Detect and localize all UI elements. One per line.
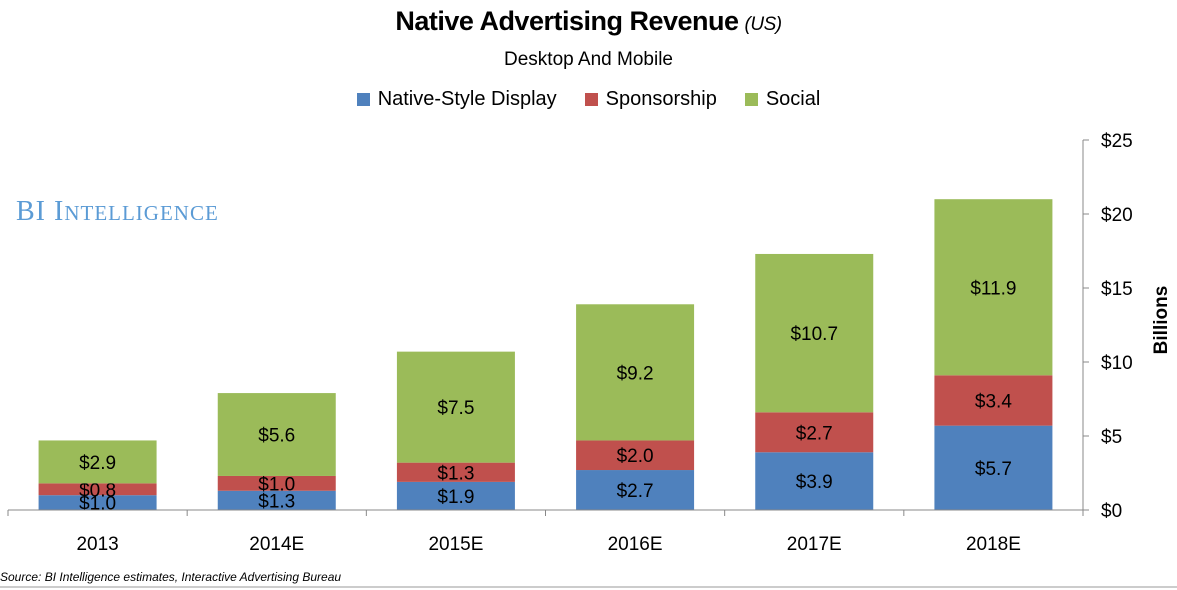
- x-tick-label-2014e: 2014E: [249, 534, 304, 555]
- data-label-social-2018e: $11.9: [970, 278, 1016, 299]
- data-label-native-style-display-2016e: $2.7: [617, 481, 654, 502]
- data-label-sponsorship-2018e: $3.4: [975, 391, 1012, 412]
- x-tick-label-2013: 2013: [76, 534, 118, 555]
- y-tick-label-10: $10: [1101, 353, 1133, 374]
- legend-item-social: Social: [744, 88, 821, 111]
- legend-item-native-style-display: Native-Style Display: [356, 88, 557, 111]
- legend-swatch-native-style-display: [356, 93, 370, 106]
- bar-social-2015e: [396, 351, 515, 463]
- bar-sponsorship-2016e: [576, 440, 695, 471]
- y-tick-label-25: $25: [1101, 131, 1133, 152]
- data-label-sponsorship-2015e: $1.3: [437, 463, 474, 484]
- legend-swatch-social: [744, 93, 758, 106]
- bar-sponsorship-2014e: [217, 475, 336, 491]
- x-tick-label-2015e: 2015E: [428, 534, 483, 555]
- bar-native-style-display-2013: [38, 495, 157, 510]
- bar-sponsorship-2013: [38, 483, 157, 496]
- data-label-native-style-display-2013: $1.0: [79, 494, 116, 515]
- bar-social-2013: [38, 440, 157, 484]
- data-label-native-style-display-2018e: $5.7: [975, 459, 1012, 480]
- x-tick-label-2016e: 2016E: [608, 534, 663, 555]
- data-label-native-style-display-2017e: $3.9: [796, 472, 833, 493]
- data-label-social-2016e: $9.2: [617, 363, 654, 384]
- data-label-social-2015e: $7.5: [437, 398, 474, 419]
- y-tick-label-0: $0: [1101, 501, 1122, 522]
- bar-sponsorship-2018e: [934, 375, 1053, 426]
- y-tick-label-20: $20: [1101, 205, 1133, 226]
- chart-subtitle: Desktop And Mobile: [504, 49, 673, 70]
- y-tick-label-15: $15: [1101, 279, 1133, 300]
- chart-legend: Native-Style Display Sponsorship Social: [0, 88, 1177, 111]
- legend-label-native-style-display: Native-Style Display: [377, 88, 557, 110]
- bar-social-2017e: [755, 253, 874, 413]
- bar-native-style-display-2014e: [217, 490, 336, 510]
- bar-native-style-display-2016e: [576, 470, 695, 510]
- legend-label-social: Social: [765, 88, 821, 110]
- bar-native-style-display-2015e: [396, 481, 515, 510]
- x-tick-label-2017e: 2017E: [787, 534, 842, 555]
- legend-item-sponsorship: Sponsorship: [584, 88, 717, 111]
- data-label-native-style-display-2015e: $1.9: [437, 487, 474, 508]
- x-tick-label-2018e: 2018E: [966, 534, 1021, 555]
- legend-label-sponsorship: Sponsorship: [605, 88, 717, 110]
- chart-title-region: (US): [744, 14, 783, 35]
- data-label-sponsorship-2014e: $1.0: [258, 474, 295, 495]
- bar-sponsorship-2015e: [396, 462, 515, 482]
- bar-social-2016e: [576, 304, 695, 441]
- chart-title-text: Native Advertising Revenue: [395, 6, 739, 36]
- data-label-sponsorship-2013: $0.8: [79, 480, 116, 501]
- data-label-sponsorship-2017e: $2.7: [796, 423, 833, 444]
- bi-intelligence-logo: BI INTELLIGENCE: [16, 196, 219, 227]
- bar-native-style-display-2017e: [755, 452, 874, 510]
- y-axis-title: Billions: [1151, 286, 1172, 355]
- chart-title: Native Advertising Revenue (US): [0, 6, 1177, 37]
- source-note: Source: BI Intelligence estimates, Inter…: [0, 570, 342, 584]
- data-label-native-style-display-2014e: $1.3: [258, 491, 295, 512]
- data-label-social-2013: $2.9: [79, 453, 116, 474]
- bar-social-2018e: [934, 199, 1053, 376]
- legend-swatch-sponsorship: [584, 93, 598, 106]
- data-label-social-2017e: $10.7: [790, 324, 838, 345]
- bar-social-2014e: [217, 393, 336, 476]
- bar-sponsorship-2017e: [755, 412, 874, 453]
- y-tick-label-5: $5: [1101, 427, 1122, 448]
- bar-native-style-display-2018e: [934, 425, 1053, 510]
- data-label-sponsorship-2016e: $2.0: [617, 446, 654, 467]
- data-label-social-2014e: $5.6: [258, 426, 295, 447]
